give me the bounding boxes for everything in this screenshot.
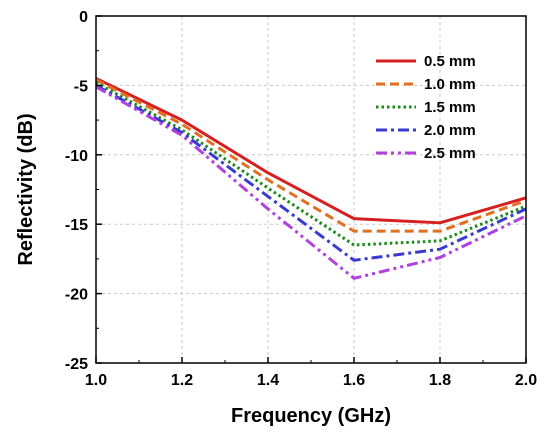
x-tick-label: 1.6	[343, 372, 365, 389]
y-axis-title: Reflectivity (dB)	[15, 113, 37, 265]
y-tick-label: -20	[65, 287, 88, 304]
legend-label: 0.5 mm	[424, 53, 476, 70]
y-tick-label: -10	[65, 148, 88, 165]
series-line	[95, 77, 527, 225]
series-lines	[95, 77, 527, 280]
legend-label: 2.0 mm	[424, 122, 476, 139]
series-line	[95, 78, 527, 233]
x-tick-label: 1.2	[171, 372, 193, 389]
y-tick-label: -25	[65, 356, 88, 373]
series-line	[95, 85, 527, 280]
series-line	[95, 81, 527, 247]
y-tick-label: -15	[65, 217, 88, 234]
legend-label: 1.0 mm	[424, 76, 476, 93]
grid	[96, 16, 526, 363]
legend-label: 2.5 mm	[424, 145, 476, 162]
legend: 0.5 mm 1.0 mm 1.5 mm 2.0 mm 2.5 mm	[376, 53, 476, 162]
legend-label: 1.5 mm	[424, 99, 476, 116]
x-tick-label: 1.8	[429, 372, 451, 389]
axis-ticks: 1.0 1.2 1.4 1.6 1.8 2.0 0 -5 -10 -15 -20 -25	[65, 9, 537, 389]
y-tick-label: -5	[74, 78, 88, 95]
x-tick-label: 1.0	[85, 372, 107, 389]
x-axis-title: Frequency (GHz)	[231, 405, 391, 427]
y-tick-label: 0	[79, 9, 88, 26]
x-tick-label: 2.0	[515, 372, 537, 389]
series-line	[95, 84, 527, 262]
x-tick-label: 1.4	[257, 372, 279, 389]
